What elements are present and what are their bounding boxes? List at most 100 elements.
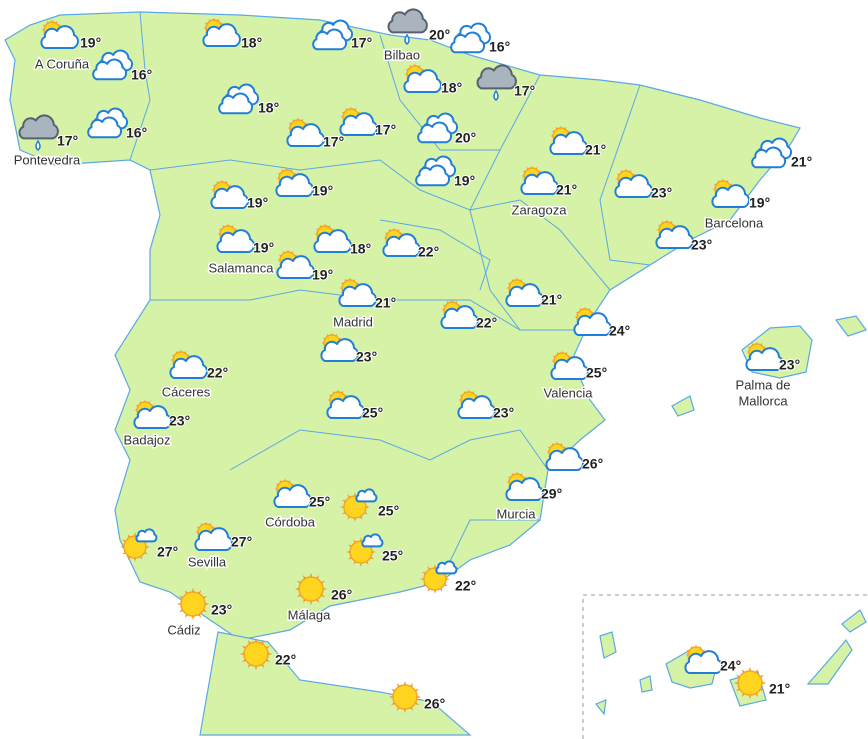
temperature: 23°	[779, 357, 800, 373]
cloud	[476, 64, 517, 90]
island	[599, 631, 617, 659]
temperature: 17°	[375, 122, 396, 138]
cloud	[210, 185, 249, 209]
cloud	[549, 131, 588, 155]
cloud	[745, 347, 784, 371]
city-label: Cáceres	[162, 384, 211, 399]
cloud	[751, 146, 787, 169]
city-label: Bilbao	[384, 47, 420, 62]
sun-disc	[243, 641, 269, 667]
labels: 19° A Coruña 16° 17° Pontevedra 16° 18° 17° 20° B…	[12, 26, 813, 713]
city-label: Badajoz	[124, 432, 171, 447]
temperature: 19°	[80, 35, 101, 51]
temperature: 22°	[455, 578, 476, 594]
cloud	[415, 164, 451, 187]
temperature: 26°	[582, 456, 603, 472]
temperature: 23°	[169, 413, 190, 429]
temperature: 29°	[541, 486, 562, 502]
cloud	[403, 69, 442, 93]
city-label: Salamanca	[208, 260, 274, 275]
rain-drop	[404, 33, 410, 45]
temperature: 21°	[769, 681, 790, 697]
city-label: A Coruña	[35, 56, 90, 71]
cloud	[92, 58, 128, 81]
weather-icon	[550, 350, 589, 380]
weather-icon	[194, 521, 233, 551]
temperature: 27°	[157, 544, 178, 560]
temperature: 26°	[331, 587, 352, 603]
temperature: 24°	[720, 658, 741, 674]
cloud	[40, 25, 79, 49]
city-label: Palma de	[736, 377, 791, 392]
weather-icon	[520, 165, 559, 195]
temperature: 25°	[382, 548, 403, 564]
temperature: 27°	[231, 534, 252, 550]
temperature: 23°	[356, 349, 377, 365]
inset-frame	[582, 594, 868, 739]
island	[639, 675, 653, 693]
island	[806, 638, 853, 685]
temperature: 25°	[586, 365, 607, 381]
weather-icon	[313, 223, 352, 253]
weather-icon	[655, 219, 694, 249]
weather-icon	[169, 349, 208, 379]
weather-icon	[338, 277, 377, 307]
region-borders	[229, 429, 549, 471]
cloud	[361, 533, 384, 548]
region-borders	[379, 34, 500, 151]
temperature: 23°	[211, 602, 232, 618]
temperature: 17°	[57, 133, 78, 149]
cloud	[338, 283, 377, 307]
weather-icon	[545, 441, 584, 471]
weather-icon	[505, 277, 544, 307]
cloud	[133, 405, 172, 429]
cloud	[273, 484, 312, 508]
weather-icon	[420, 560, 458, 594]
region-borders	[149, 159, 611, 291]
weather-icon	[711, 178, 750, 208]
island	[595, 699, 607, 716]
temperature: 22°	[418, 244, 439, 260]
cloud	[216, 229, 255, 253]
weather-icon	[218, 83, 260, 115]
cloud	[320, 338, 359, 362]
icons	[18, 8, 793, 714]
temperature: 19°	[247, 195, 268, 211]
africa-coast	[199, 631, 472, 736]
temperature: 16°	[126, 125, 147, 141]
cloud	[505, 283, 544, 307]
weather-icon	[133, 399, 172, 429]
temperature: 20°	[429, 27, 450, 43]
temperature: 18°	[441, 80, 462, 96]
weather-icon	[326, 389, 365, 419]
weather-icon	[312, 19, 354, 51]
cloud	[18, 114, 59, 140]
menorca	[834, 315, 867, 337]
weather-icon	[614, 168, 653, 198]
weather-icon	[239, 637, 273, 671]
weather-icon	[450, 22, 492, 54]
cloud	[87, 116, 123, 139]
weather-icon	[18, 114, 59, 151]
city-label: Barcelona	[705, 215, 764, 230]
region-borders	[129, 11, 151, 161]
weather-icon	[92, 49, 134, 81]
temperature: 17°	[514, 83, 535, 99]
cloud	[450, 31, 486, 54]
cloud	[202, 23, 241, 47]
city-label: Zaragoza	[512, 202, 568, 217]
weather-icon	[286, 117, 325, 147]
cloud	[435, 560, 458, 575]
city-label: Madrid	[333, 314, 373, 329]
cloud	[545, 447, 584, 471]
region-borders	[379, 219, 491, 291]
cloud	[312, 28, 348, 51]
temperature: 22°	[476, 315, 497, 331]
cloud	[655, 225, 694, 249]
temperature: 19°	[253, 240, 274, 256]
temperature: 19°	[454, 173, 475, 189]
cloud	[286, 123, 325, 147]
temperature: 18°	[350, 241, 371, 257]
cloud	[417, 121, 453, 144]
